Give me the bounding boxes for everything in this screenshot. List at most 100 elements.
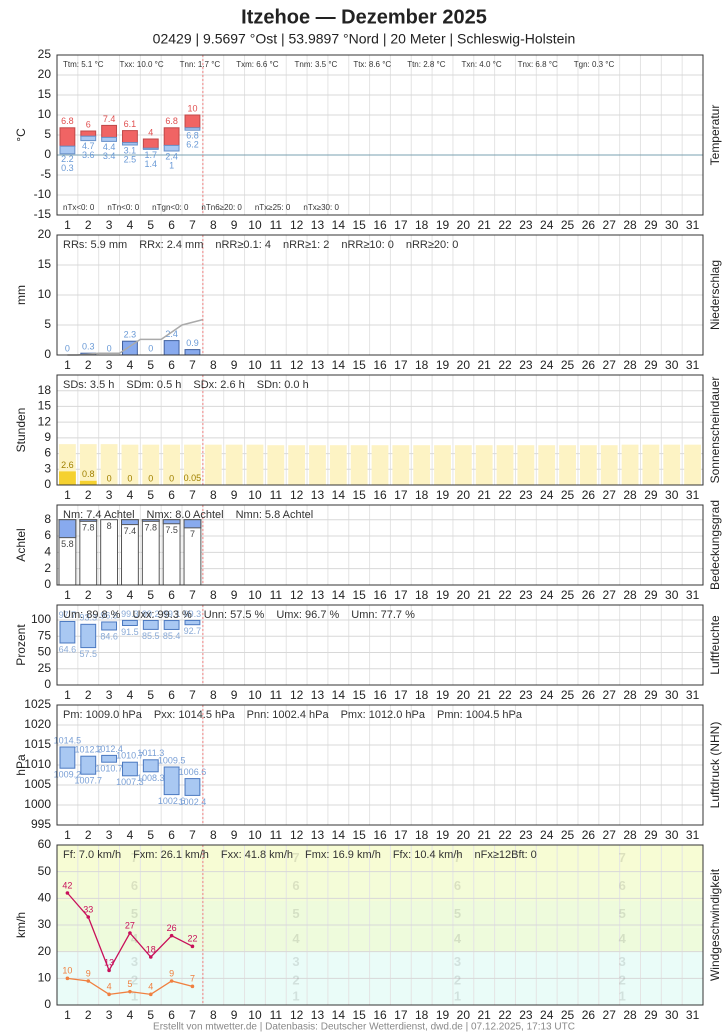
subtitle: 02429 | 9.5697 °Ost | 53.9897 °Nord | 20…	[153, 31, 576, 47]
footnote: nTn<0: 0	[107, 203, 139, 212]
x-tick-label: 5	[147, 488, 154, 502]
axis-label: Achtel	[14, 528, 28, 561]
y-tick-label: -5	[40, 167, 51, 181]
x-tick-label: 25	[561, 688, 575, 702]
x-tick-label: 15	[352, 688, 366, 702]
x-tick-label: 22	[498, 1008, 512, 1022]
x-tick-label: 11	[270, 1008, 283, 1022]
y-tick-label: 50	[38, 864, 52, 878]
range-bar	[184, 778, 201, 796]
stat: Ffx: 10.4 km/h	[393, 849, 463, 861]
cloud-range	[121, 519, 139, 526]
x-tick-label: 18	[415, 828, 429, 842]
max-label: 4	[148, 127, 153, 137]
min-bar	[59, 145, 76, 155]
max-bar	[163, 127, 180, 146]
beaufort-label: 7	[292, 850, 299, 865]
min-label: 0.3	[61, 163, 74, 173]
bar	[59, 471, 76, 485]
min-bar	[80, 135, 97, 142]
x-tick-label: 3	[106, 218, 113, 232]
stat: Nmn: 5.8 Achtel	[236, 509, 314, 521]
stat: Ttn: 2.8 °C	[407, 60, 446, 69]
x-tick-label: 11	[270, 358, 283, 372]
x-tick-label: 21	[478, 358, 492, 372]
stat: nRR≥10: 0	[341, 239, 394, 251]
stat: SDm: 0.5 h	[126, 379, 181, 391]
x-tick-label: 30	[665, 488, 679, 502]
beaufort-label: 2	[619, 972, 626, 987]
wind-point	[169, 933, 174, 938]
value-label: 7.8	[82, 523, 95, 533]
mid-label: 3.1	[124, 145, 137, 155]
stat: Tnn: 1.7 °C	[180, 60, 221, 69]
y-tick-label: 0	[44, 477, 51, 491]
value-label: 0	[107, 343, 112, 353]
x-tick-label: 29	[644, 688, 658, 702]
min-label: 3.6	[82, 150, 95, 160]
max-label: 1010.7	[116, 751, 144, 761]
range-bar	[142, 619, 159, 630]
stat: RRs: 5.9 mm	[63, 239, 127, 251]
value-label: 27	[125, 920, 135, 930]
wind-point	[86, 979, 91, 983]
stat: Pmx: 1012.0 hPa	[341, 709, 426, 721]
value-label: 0	[148, 473, 153, 483]
stat: Nm: 7.4 Achtel	[63, 509, 135, 521]
x-tick-label: 20	[457, 1008, 471, 1022]
value-label: 0.8	[82, 469, 95, 479]
beaufort-label: 7	[619, 850, 626, 865]
beaufort-label: 5	[131, 906, 138, 921]
x-tick-label: 21	[478, 218, 492, 232]
possible-bar	[204, 444, 222, 485]
min-label: 1010.7	[95, 764, 123, 774]
x-tick-label: 1	[64, 488, 71, 502]
x-tick-label: 26	[582, 358, 596, 372]
x-tick-label: 10	[248, 588, 262, 602]
value-label: 7.8	[145, 523, 158, 533]
x-tick-label: 27	[603, 358, 617, 372]
y-tick-label: 40	[38, 891, 52, 905]
stat: Txm: 6.6 °C	[236, 60, 279, 69]
range-bar	[142, 759, 159, 773]
x-tick-label: 17	[394, 688, 408, 702]
stat: SDs: 3.5 h	[63, 379, 114, 391]
beaufort-label: 3	[292, 954, 299, 969]
possible-bar	[496, 445, 514, 485]
stat: Um: 89.8 %	[63, 609, 121, 621]
stat: Fxx: 41.8 km/h	[221, 849, 293, 861]
x-tick-label: 7	[189, 488, 196, 502]
beaufort-label: 3	[131, 954, 138, 969]
x-tick-label: 17	[394, 358, 408, 372]
beaufort-label: 5	[454, 906, 461, 921]
stat: Pm: 1009.0 hPa	[63, 709, 143, 721]
x-tick-label: 30	[665, 588, 679, 602]
x-tick-label: 16	[373, 828, 387, 842]
value-label: 0.3	[82, 342, 95, 352]
x-tick-label: 8	[210, 488, 217, 502]
y-tick-label: 5	[44, 317, 51, 331]
x-tick-label: 23	[519, 588, 533, 602]
x-tick-label: 21	[478, 688, 492, 702]
possible-bar	[184, 444, 201, 485]
x-tick-label: 30	[665, 218, 679, 232]
x-tick-label: 14	[332, 688, 346, 702]
stat: Tgn: 0.3 °C	[574, 60, 615, 69]
beaufort-band	[57, 901, 703, 928]
footnote: nTx≥25: 0	[255, 203, 291, 212]
stat: Fmx: 16.9 km/h	[305, 849, 381, 861]
beaufort-label: 6	[454, 878, 461, 893]
range-bar	[80, 623, 97, 649]
stat: nFx≥12Bft: 0	[475, 849, 537, 861]
min-bar	[122, 142, 138, 146]
x-tick-label: 1	[64, 688, 71, 702]
beaufort-label: 1	[131, 988, 138, 1003]
x-tick-label: 6	[168, 688, 175, 702]
beaufort-label: 4	[619, 931, 627, 946]
cloud-range	[141, 519, 160, 522]
value-label: 13	[104, 958, 114, 968]
x-tick-label: 25	[561, 488, 575, 502]
range-bar	[122, 619, 138, 626]
x-tick-label: 28	[623, 688, 637, 702]
footnote: nTn6≥20: 0	[201, 203, 242, 212]
